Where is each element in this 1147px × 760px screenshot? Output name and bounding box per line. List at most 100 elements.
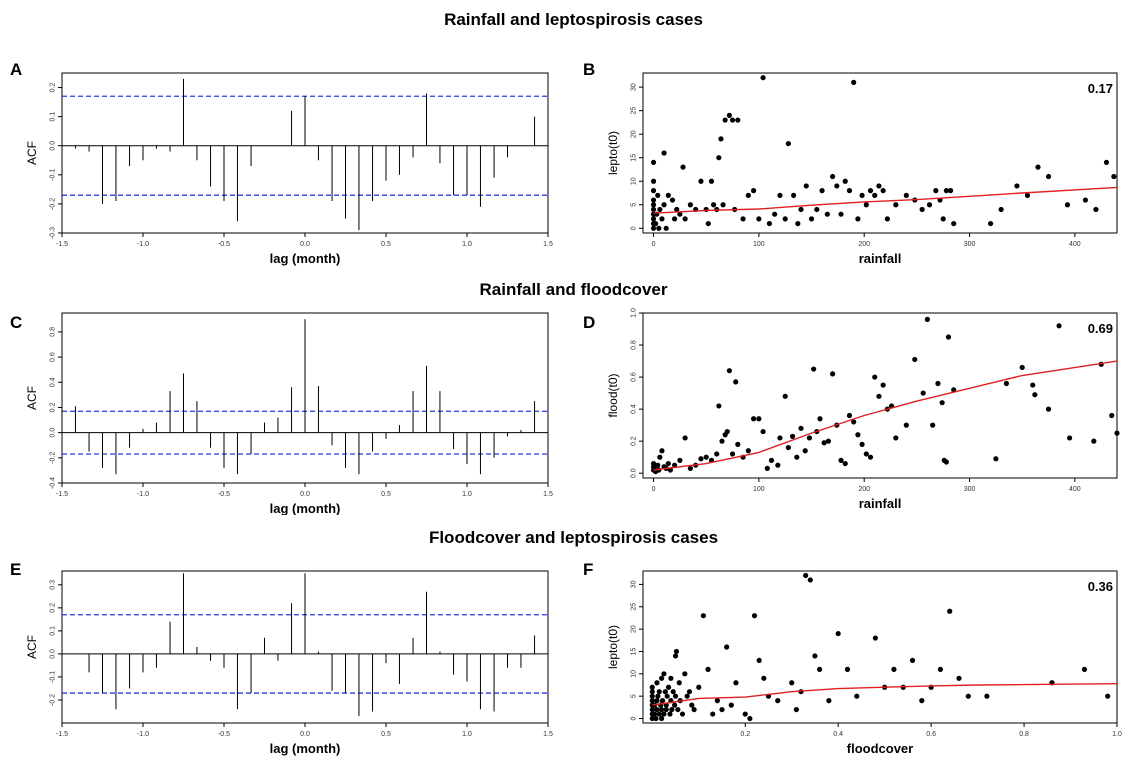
scatter-point-b-73 xyxy=(884,216,890,222)
scatter-point-b-26 xyxy=(687,202,693,208)
scatter-point-d-32 xyxy=(751,416,757,422)
y-axis-label-a: ACF xyxy=(25,141,39,165)
acf-chart-e: -1.5 -1.0 -0.5 0.0 0.5 1.0 1.5 -0.2 -0.1 0.0 0.1 0.… xyxy=(25,570,553,756)
scatter-point-b-15 xyxy=(659,216,665,222)
scatter-point-d-29 xyxy=(735,441,741,447)
scatter-point-b-59 xyxy=(824,211,830,217)
title-row2: Rainfall and floodcover xyxy=(479,280,668,299)
x-tick-label-f-1: 0.4 xyxy=(833,731,843,738)
scatter-point-b-67 xyxy=(859,192,865,198)
scatter-point-f-20 xyxy=(658,675,665,681)
scatter-point-d-42 xyxy=(794,454,800,460)
scatter-point-b-20 xyxy=(669,197,676,203)
scatter-point-f-18 xyxy=(658,715,665,722)
scatter-point-f-14 xyxy=(655,693,661,699)
panel-letter-c: C xyxy=(10,313,23,332)
scatter-point-f-37 xyxy=(673,648,680,655)
scatter-point-f-4 xyxy=(649,698,655,704)
y-tick-label-e-3: 0.1 xyxy=(50,626,57,636)
scatter-point-b-5 xyxy=(650,202,657,208)
scatter-point-b-14 xyxy=(657,206,663,213)
scatter-point-d-73 xyxy=(939,400,945,406)
scatter-point-d-16 xyxy=(687,465,693,471)
acf-chart-a: -1.5 -1.0 -0.5 0.0 0.5 1.0 1.5 -0.3 -0.2 -0.1 0.0 0… xyxy=(25,72,553,266)
scatter-point-b-13 xyxy=(656,225,662,231)
scatter-point-f-32 xyxy=(669,706,675,713)
scatter-point-b-61 xyxy=(834,183,840,189)
scatter-chart-f: 0.2 0.4 0.6 0.8 1.0 0 5 10 15 20 25 30 floodcover lep… xyxy=(606,570,1122,756)
y-tick-label-a-2: -0.1 xyxy=(50,169,57,181)
scatter-point-f-10 xyxy=(653,715,659,722)
x-tick-label-b-3: 300 xyxy=(964,241,976,248)
scatter-point-b-37 xyxy=(722,117,728,123)
scatter-point-b-7 xyxy=(650,188,657,194)
x-tick-label-b-4: 400 xyxy=(1069,241,1081,248)
x-tick-label-e-6: 1.5 xyxy=(543,731,553,738)
scatter-point-b-72 xyxy=(880,188,886,194)
panel-letter-d: D xyxy=(583,313,596,332)
scatter-point-d-68 xyxy=(912,356,918,363)
scatter-point-f-31 xyxy=(668,675,674,681)
scatter-point-b-77 xyxy=(919,206,925,213)
scatter-point-f-79 xyxy=(919,698,925,704)
panel-letter-a: A xyxy=(10,60,23,79)
scatter-point-b-45 xyxy=(756,216,762,222)
x-axis-label-e: lag (month) xyxy=(270,741,341,756)
scatter-point-d-80 xyxy=(1019,364,1025,371)
scatter-point-b-94 xyxy=(1103,159,1110,166)
scatter-point-d-26 xyxy=(726,368,732,374)
x-tick-label-a-2: -0.5 xyxy=(218,241,230,248)
y-tick-label-b-0: 0 xyxy=(631,226,638,230)
scatter-point-b-69 xyxy=(867,188,874,194)
scatter-point-d-8 xyxy=(659,448,665,454)
scatter-point-b-74 xyxy=(893,202,899,208)
scatter-point-f-73 xyxy=(854,693,860,699)
scatter-point-f-56 xyxy=(742,711,748,717)
scatter-point-b-17 xyxy=(661,150,667,156)
correlation-value-d: 0.69 xyxy=(1088,321,1113,336)
scatter-point-f-38 xyxy=(675,706,681,713)
y-tick-label-d-3: 0.6 xyxy=(631,372,638,382)
scatter-point-f-45 xyxy=(689,702,695,708)
scatter-point-d-19 xyxy=(703,454,709,460)
scatter-point-b-39 xyxy=(729,117,736,123)
scatter-point-f-2 xyxy=(649,706,655,713)
x-tick-label-a-5: 1.0 xyxy=(462,241,472,248)
x-tick-label-c-4: 0.5 xyxy=(381,491,391,498)
scatter-point-d-79 xyxy=(1003,380,1009,387)
scatter-chart-d: 0 100 200 300 400 0.0 0.2 0.4 0.6 0.8 1.0 rainfall f… xyxy=(606,308,1120,511)
scatter-point-f-41 xyxy=(679,711,686,717)
panel-letter-b: B xyxy=(583,60,596,79)
scatter-point-b-64 xyxy=(846,188,853,194)
scatter-point-f-48 xyxy=(700,613,707,619)
y-tick-label-e-4: 0.2 xyxy=(50,603,57,613)
scatter-point-f-15 xyxy=(656,711,662,717)
scatter-point-d-62 xyxy=(876,393,882,399)
scatter-point-d-31 xyxy=(745,448,751,454)
y-tick-label-c-5: 0.6 xyxy=(50,352,57,362)
y-axis-label-e: ACF xyxy=(25,635,39,659)
x-tick-label-f-0: 0.2 xyxy=(740,731,750,738)
scatter-point-f-71 xyxy=(835,630,841,637)
y-tick-label-c-1: -0.2 xyxy=(50,452,57,464)
y-tick-label-b-4: 20 xyxy=(631,130,638,138)
scatter-point-f-63 xyxy=(789,680,795,686)
scatter-point-b-82 xyxy=(943,188,949,194)
correlation-value-b: 0.17 xyxy=(1088,81,1113,96)
x-axis-label-d: rainfall xyxy=(859,496,902,511)
scatter-point-f-58 xyxy=(751,613,758,619)
x-tick-label-c-1: -1.0 xyxy=(137,491,149,498)
scatter-point-b-4 xyxy=(650,206,657,213)
y-tick-label-b-3: 15 xyxy=(631,154,638,162)
scatter-point-b-92 xyxy=(1082,197,1088,203)
x-tick-label-c-0: -1.5 xyxy=(56,491,68,498)
x-axis-label-f: floodcover xyxy=(847,741,913,756)
x-tick-label-e-5: 1.0 xyxy=(462,731,472,738)
scatter-point-d-86 xyxy=(1091,438,1097,444)
scatter-point-f-7 xyxy=(649,684,655,690)
scatter-point-b-50 xyxy=(782,216,788,222)
scatter-point-d-48 xyxy=(817,416,823,422)
scatter-point-b-48 xyxy=(772,211,778,217)
scatter-point-f-6 xyxy=(649,689,655,695)
scatter-point-d-49 xyxy=(821,440,827,446)
